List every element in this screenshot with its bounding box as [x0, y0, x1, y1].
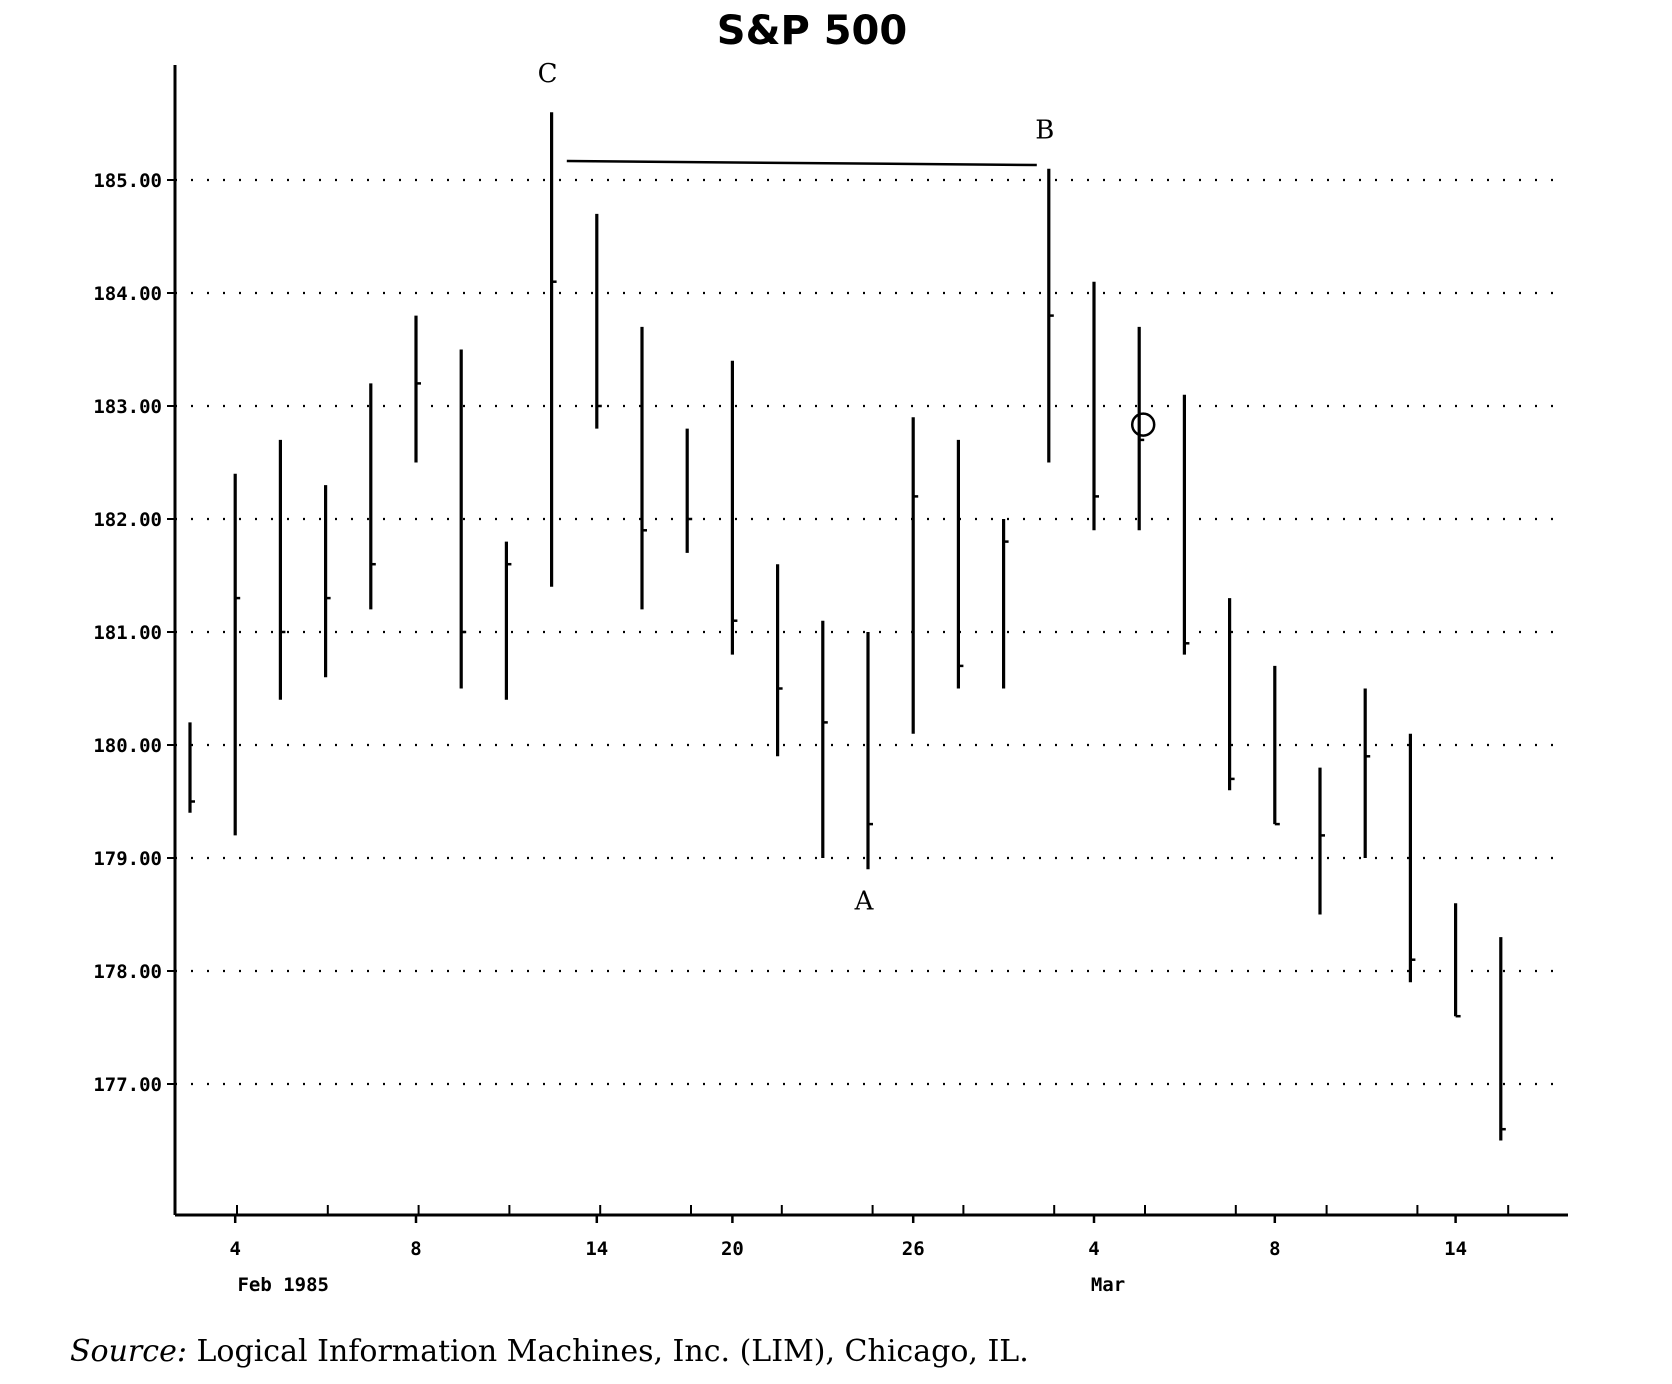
chart-title: S&P 500 [717, 8, 907, 54]
circle-marker [1130, 412, 1156, 437]
x-axis-ticks: 4 8 14 20 26 4 8 14 Feb 1985 Mar [229, 1205, 1510, 1296]
x-tick-label: 4 [229, 1238, 240, 1260]
annotations: C B A [538, 59, 1156, 916]
y-tick-label: 184.00 [93, 283, 162, 305]
x-tick-label: 26 [902, 1238, 925, 1260]
source-text: Logical Information Machines, Inc. (LIM)… [196, 1334, 1029, 1369]
y-tick-label: 181.00 [93, 622, 162, 644]
resistance-line [566, 159, 1037, 167]
x-tick-label: 20 [721, 1238, 744, 1260]
y-tick-label: 185.00 [93, 170, 162, 192]
source-note: Source: Logical Information Machines, In… [70, 1334, 1029, 1369]
x-tick-label: 4 [1088, 1238, 1099, 1260]
annotation-label: A [854, 886, 875, 916]
axes [173, 65, 1568, 1217]
x-tick-label: 14 [585, 1238, 608, 1260]
month-label: Feb 1985 [237, 1274, 329, 1296]
source-label: Source: [70, 1334, 187, 1369]
y-tick-label: 183.00 [93, 396, 162, 418]
x-tick-label: 14 [1444, 1238, 1467, 1260]
y-tick-label: 182.00 [93, 509, 162, 531]
annotation-label: B [1035, 116, 1054, 146]
y-tick-label: 177.00 [93, 1074, 162, 1096]
annotation-label: C [538, 59, 558, 89]
x-tick-label: 8 [410, 1238, 421, 1260]
y-tick-label: 178.00 [93, 961, 162, 983]
month-label: Mar [1091, 1274, 1125, 1296]
gridlines [175, 178, 1555, 1086]
y-tick-label: 179.00 [93, 848, 162, 870]
price-bars [188, 112, 1506, 1141]
y-axis-ticks: 185.00 184.00 183.00 182.00 181.00 180.00 179.… [93, 170, 175, 1096]
y-tick-label: 180.00 [93, 735, 162, 757]
x-tick-label: 8 [1269, 1238, 1280, 1260]
